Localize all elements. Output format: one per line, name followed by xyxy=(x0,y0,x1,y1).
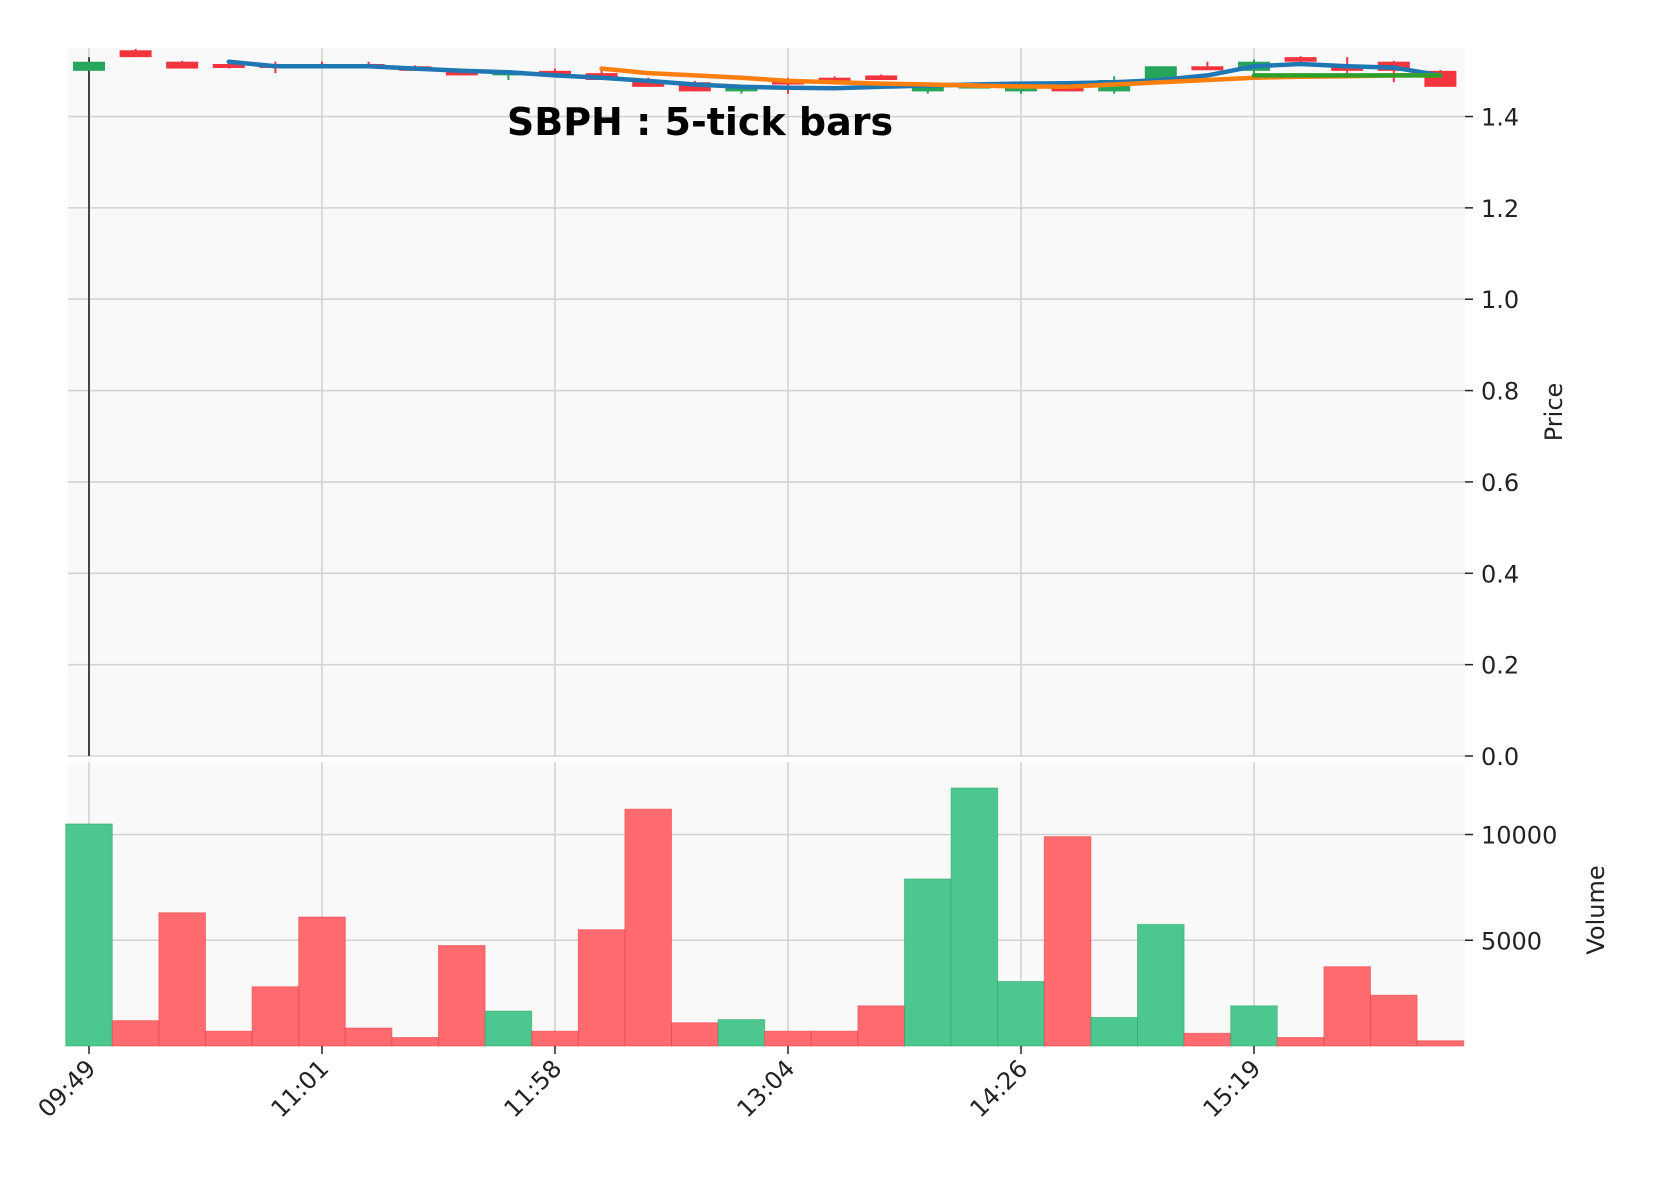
candle-body xyxy=(1331,66,1364,71)
volume-bar xyxy=(810,1030,859,1047)
volume-bar xyxy=(950,787,999,1047)
x-tick-label: 09:49 xyxy=(33,1054,102,1123)
price-tick-label: 1.2 xyxy=(1481,195,1519,223)
volume-bar xyxy=(764,1030,812,1047)
volume-bar xyxy=(531,1030,579,1047)
volume-bars xyxy=(65,787,1465,1047)
volume-bar xyxy=(205,1030,253,1047)
volume-bar xyxy=(1416,1040,1465,1047)
volume-bar xyxy=(1090,1016,1139,1047)
volume-tick-label: 10000 xyxy=(1481,822,1557,850)
volume-bar xyxy=(438,945,486,1047)
candle-body xyxy=(1051,86,1084,92)
candle-body xyxy=(632,79,665,87)
volume-bar xyxy=(65,823,113,1047)
moving-average-lines xyxy=(226,59,1443,91)
price-tick-label: 0.4 xyxy=(1481,560,1519,588)
volume-bar xyxy=(1276,1037,1325,1047)
volume-bar xyxy=(717,1019,766,1047)
candle-body xyxy=(212,63,245,68)
volume-axis-label: Volume xyxy=(1582,865,1610,954)
x-tick-label: 11:01 xyxy=(266,1054,335,1123)
volume-bar xyxy=(1230,1005,1278,1047)
volume-bar xyxy=(344,1027,393,1047)
chart-title: SBPH : 5-tick bars xyxy=(507,100,893,144)
price-tick-label: 0.2 xyxy=(1481,652,1519,680)
candle-body xyxy=(1144,66,1177,80)
price-tick-label: 1.0 xyxy=(1481,286,1519,314)
price-tick-label: 1.4 xyxy=(1481,104,1519,132)
volume-bar xyxy=(111,1020,160,1047)
volume-bar xyxy=(1183,1032,1232,1047)
volume-bar xyxy=(997,981,1045,1047)
volume-bar xyxy=(1323,966,1372,1047)
volume-bar xyxy=(251,986,300,1047)
x-tick-label: 14:26 xyxy=(965,1054,1034,1123)
volume-bar xyxy=(577,929,626,1047)
volume-bar xyxy=(158,912,206,1047)
candle-body xyxy=(1284,57,1317,62)
candle-body xyxy=(1191,66,1224,71)
candle-body xyxy=(818,77,851,83)
x-tick-label: 13:04 xyxy=(732,1054,801,1123)
volume-bar xyxy=(624,808,673,1047)
candle-body xyxy=(725,86,758,92)
candle-body xyxy=(119,50,152,58)
volume-bar xyxy=(857,1005,906,1047)
price-tick-label: 0.6 xyxy=(1481,469,1519,497)
candle-body xyxy=(911,84,944,92)
volume-bar xyxy=(1043,836,1092,1047)
volume-bar xyxy=(1370,994,1418,1047)
candle-body xyxy=(678,82,711,92)
price-tick-label: 0.8 xyxy=(1481,378,1519,406)
x-tick-label: 15:19 xyxy=(1198,1054,1267,1123)
price-panel xyxy=(68,48,1465,756)
x-axis-ticks: 09:49 11:01 11:58 13:04 14:26 15:19 xyxy=(33,1046,1267,1123)
volume-bar xyxy=(484,1010,533,1047)
volume-bar xyxy=(904,878,952,1047)
price-axis-label: Price xyxy=(1540,383,1568,442)
volume-axis-ticks: 5000 10000 xyxy=(1465,822,1557,955)
volume-bar xyxy=(1137,923,1185,1047)
volume-bar xyxy=(298,916,346,1047)
candle-body xyxy=(539,70,571,76)
candle-body xyxy=(166,61,199,69)
candle-body xyxy=(445,70,478,76)
moving-average-line xyxy=(226,59,1443,91)
x-tick-label: 11:58 xyxy=(499,1054,568,1123)
volume-bar xyxy=(671,1022,719,1047)
price-tick-label: 0.0 xyxy=(1481,743,1519,771)
volume-bar xyxy=(391,1037,439,1047)
candle-body xyxy=(865,75,898,80)
price-axis-ticks: 0.0 0.2 0.4 0.6 0.8 1.0 1.2 1.4 xyxy=(1465,104,1519,771)
volume-tick-label: 5000 xyxy=(1481,927,1542,955)
candle-body xyxy=(73,61,105,71)
